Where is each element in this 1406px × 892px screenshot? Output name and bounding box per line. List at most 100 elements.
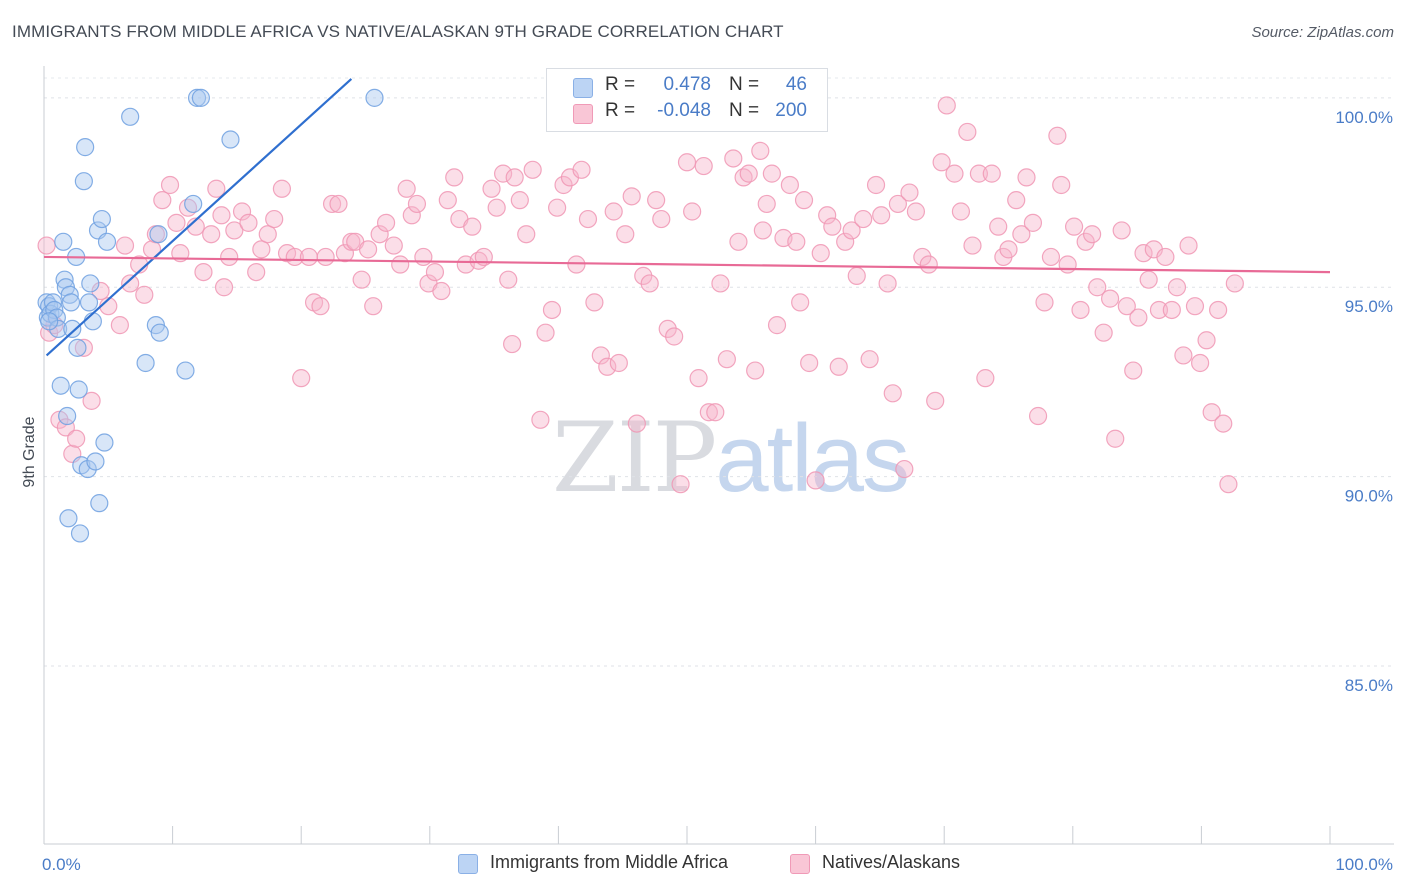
- point-natives: [82, 391, 101, 410]
- point-immigrants: [69, 380, 88, 399]
- point-immigrants: [78, 459, 97, 479]
- point-natives: [1134, 244, 1153, 263]
- point-natives: [1117, 297, 1136, 316]
- point-natives: [207, 179, 226, 198]
- bottom-legend-label-natives: Natives/Alaskans: [822, 852, 961, 872]
- point-immigrants: [121, 107, 140, 126]
- point-natives: [836, 232, 855, 251]
- point-natives: [376, 213, 396, 232]
- point-natives: [153, 191, 172, 210]
- point-natives: [847, 266, 866, 285]
- point-natives: [482, 179, 501, 198]
- bottom-legend-swatch-natives: [790, 854, 810, 874]
- point-immigrants: [68, 338, 87, 357]
- point-natives: [829, 357, 848, 376]
- point-immigrants: [95, 433, 114, 452]
- y-axis-label: 9th Grade: [21, 416, 38, 487]
- point-natives: [1052, 175, 1071, 195]
- point-natives: [121, 274, 140, 293]
- legend-n-value: 46: [785, 74, 807, 95]
- point-natives: [1185, 297, 1205, 316]
- point-natives: [976, 369, 995, 388]
- point-natives: [1017, 168, 1036, 187]
- point-natives: [1156, 247, 1175, 267]
- point-immigrants: [81, 274, 100, 293]
- point-natives: [1174, 346, 1193, 365]
- trendline-immigrants: [45, 78, 353, 357]
- point-immigrants: [92, 209, 111, 229]
- point-natives: [220, 247, 239, 267]
- point-natives: [665, 327, 684, 346]
- point-natives: [671, 475, 690, 494]
- point-natives: [342, 232, 361, 251]
- point-natives: [616, 225, 635, 244]
- point-natives: [364, 297, 383, 316]
- point-immigrants: [97, 232, 117, 251]
- point-natives: [397, 179, 416, 198]
- point-natives: [214, 278, 234, 297]
- point-natives: [311, 297, 330, 316]
- point-natives: [370, 225, 389, 244]
- point-natives: [329, 194, 348, 214]
- point-natives: [494, 164, 513, 183]
- legend-n-label: N =: [729, 74, 760, 95]
- point-natives: [1112, 221, 1131, 240]
- point-immigrants: [187, 88, 207, 107]
- source-label: Source: ZipAtlas.com: [1251, 24, 1394, 41]
- point-immigrants: [76, 138, 95, 157]
- stats-legend: R = 0.478 N = 46 R = -0.048 N = 200: [546, 68, 828, 132]
- point-natives: [1124, 361, 1143, 380]
- legend-r-label: R =: [605, 100, 636, 121]
- point-natives: [860, 350, 879, 369]
- point-natives: [335, 244, 355, 263]
- point-natives: [285, 247, 304, 267]
- trendline-natives: [43, 255, 1331, 274]
- point-natives: [757, 194, 776, 214]
- bottom-legend-swatch-immigrants: [458, 854, 478, 874]
- point-natives: [425, 262, 445, 282]
- point-natives: [926, 391, 945, 410]
- point-natives: [212, 206, 231, 225]
- point-natives: [913, 247, 932, 267]
- point-natives: [787, 232, 806, 251]
- point-natives: [823, 217, 842, 236]
- point-natives: [548, 198, 567, 217]
- point-natives: [872, 206, 891, 225]
- point-natives: [352, 270, 371, 289]
- point-natives: [1041, 247, 1061, 267]
- point-natives: [1162, 300, 1181, 320]
- legend-row-immigrants: R = 0.478 N = 46: [547, 74, 827, 100]
- point-natives: [225, 221, 244, 240]
- point-natives: [1106, 429, 1125, 448]
- point-immigrants: [54, 232, 73, 251]
- point-natives: [542, 300, 562, 320]
- point-natives: [694, 156, 713, 176]
- x-tick-label: 100.0%: [1335, 855, 1393, 874]
- point-natives: [753, 221, 772, 240]
- legend-row-natives: R = -0.048 N = 200: [547, 100, 827, 126]
- point-natives: [572, 160, 591, 179]
- point-natives: [989, 217, 1008, 236]
- point-natives: [634, 266, 653, 285]
- point-immigrants: [40, 312, 59, 331]
- point-natives: [951, 202, 971, 221]
- point-natives: [232, 202, 252, 221]
- point-natives: [402, 206, 421, 225]
- point-natives: [110, 316, 129, 335]
- point-natives: [1082, 225, 1102, 244]
- y-tick-label: 95.0%: [1345, 297, 1393, 316]
- point-natives: [1149, 300, 1169, 320]
- point-natives: [739, 164, 758, 183]
- point-natives: [1179, 236, 1198, 255]
- point-natives: [322, 194, 342, 214]
- point-natives: [1129, 308, 1148, 327]
- point-immigrants: [59, 509, 78, 528]
- point-natives: [1167, 278, 1187, 297]
- y-tick-label: 100.0%: [1335, 108, 1393, 127]
- point-natives: [1094, 323, 1113, 342]
- point-immigrants: [58, 406, 77, 426]
- point-natives: [866, 175, 886, 195]
- point-natives: [167, 213, 186, 232]
- legend-swatch-natives: [573, 104, 593, 124]
- point-immigrants: [136, 353, 155, 373]
